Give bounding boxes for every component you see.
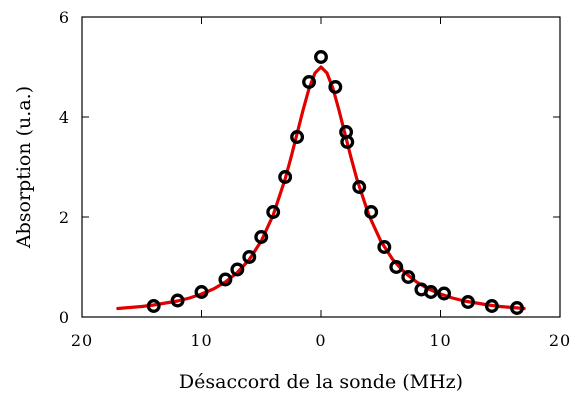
data-points-group <box>146 50 524 315</box>
y-tick-label: 0 <box>59 308 70 327</box>
data-point <box>401 270 416 284</box>
x-tick-label: 10 <box>190 331 212 350</box>
data-point <box>302 75 317 89</box>
fit-curve-group <box>116 65 526 311</box>
data-point <box>352 180 367 194</box>
data-point <box>194 285 209 299</box>
data-point <box>510 301 524 315</box>
data-point <box>278 170 293 184</box>
x-tick-label: 20 <box>71 331 93 350</box>
x-tick-label: 0 <box>315 331 326 350</box>
data-point <box>254 230 269 244</box>
data-point <box>218 272 233 287</box>
y-axis-title: Absorption (u.a.) <box>13 86 35 249</box>
data-point <box>484 299 499 313</box>
data-point <box>377 240 392 254</box>
data-point <box>170 293 185 308</box>
x-tick-label: 20 <box>549 331 571 350</box>
x-tick-label: 10 <box>429 331 451 350</box>
data-point <box>146 299 161 313</box>
data-point <box>437 286 452 301</box>
data-point <box>364 205 379 219</box>
data-point <box>389 260 404 274</box>
y-tick-label: 2 <box>59 208 70 227</box>
data-point <box>242 250 257 264</box>
data-point <box>314 50 328 64</box>
data-point <box>340 135 355 149</box>
data-point <box>328 80 343 94</box>
x-axis-title: Désaccord de la sonde (MHz) <box>179 371 463 393</box>
data-point <box>461 295 475 309</box>
data-point <box>230 262 245 277</box>
data-point <box>423 285 438 299</box>
y-tick-label: 6 <box>59 8 70 27</box>
y-tick-label: 4 <box>59 108 70 127</box>
data-point <box>290 130 305 144</box>
fit-curve <box>116 65 526 311</box>
data-point <box>266 205 281 219</box>
